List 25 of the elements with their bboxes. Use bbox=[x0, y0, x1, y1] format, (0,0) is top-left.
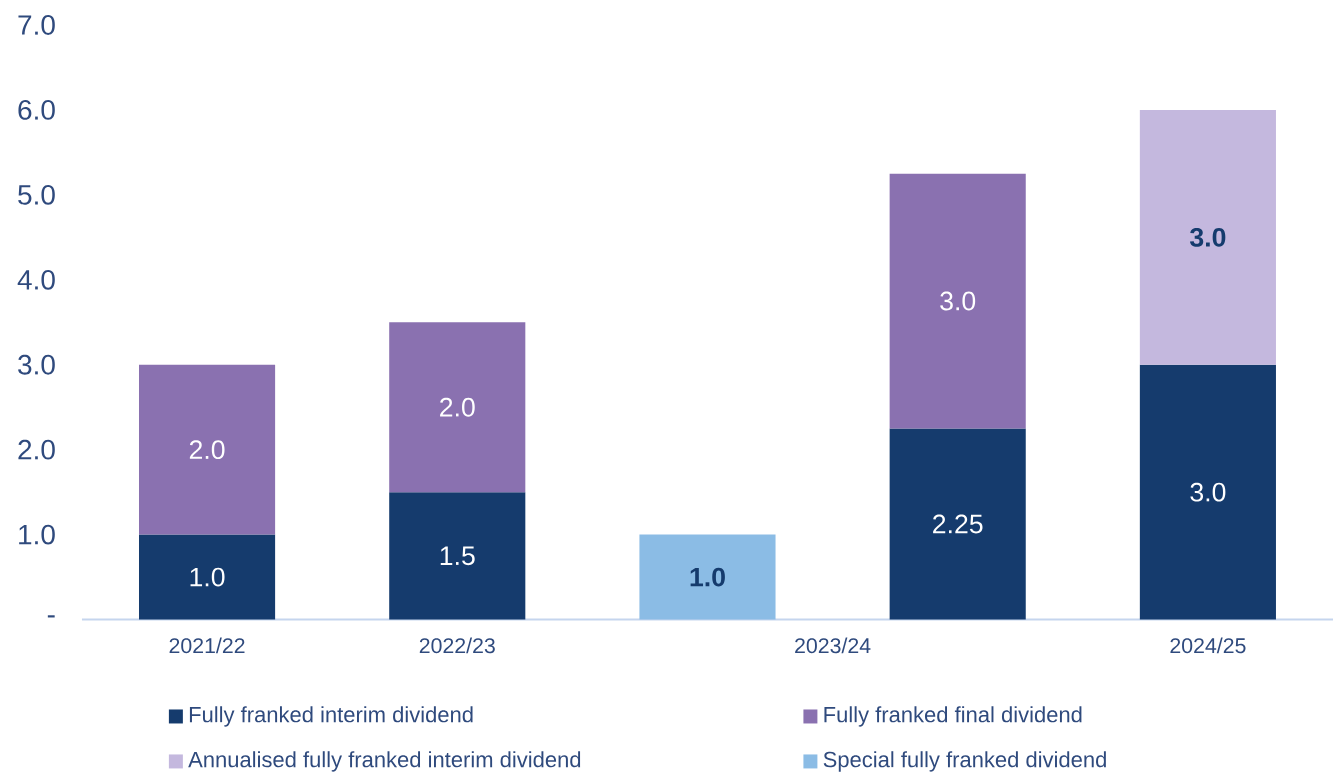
data-label: 2.0 bbox=[440, 397, 475, 417]
y-tick-label: 7.0 bbox=[18, 14, 55, 35]
y-tick-label: 3.0 bbox=[18, 354, 55, 375]
y-tick-label: 5.0 bbox=[18, 184, 55, 205]
x-tick-label: 2022/23 bbox=[419, 637, 495, 654]
y-tick-label: 2.0 bbox=[18, 439, 55, 460]
data-label: 3.0 bbox=[1190, 482, 1226, 502]
data-label: 2.25 bbox=[933, 514, 983, 534]
data-label: 1.0 bbox=[690, 567, 725, 587]
y-tick-label: 1.0 bbox=[19, 524, 55, 545]
data-label: 3.0 bbox=[940, 291, 976, 311]
x-tick-label: 2021/22 bbox=[169, 637, 245, 654]
y-tick-label: - bbox=[47, 615, 55, 618]
legend-label: Special fully franked dividend bbox=[823, 751, 1106, 772]
y-tick-label: 4.0 bbox=[17, 269, 55, 290]
y-tick-label: 6.0 bbox=[18, 99, 55, 120]
legend-label: Fully franked interim dividend bbox=[189, 706, 473, 727]
legend-label: Annualised fully franked interim dividend bbox=[188, 751, 581, 772]
x-tick-label: 2024/25 bbox=[1170, 637, 1246, 654]
data-label: 3.0 bbox=[1189, 227, 1226, 247]
data-label: 2.0 bbox=[189, 440, 225, 459]
data-label: 1.5 bbox=[440, 546, 475, 565]
x-tick-label: 2023/24 bbox=[795, 637, 871, 654]
data-label: 1.0 bbox=[190, 567, 225, 587]
legend-label: Fully franked final dividend bbox=[824, 706, 1082, 727]
